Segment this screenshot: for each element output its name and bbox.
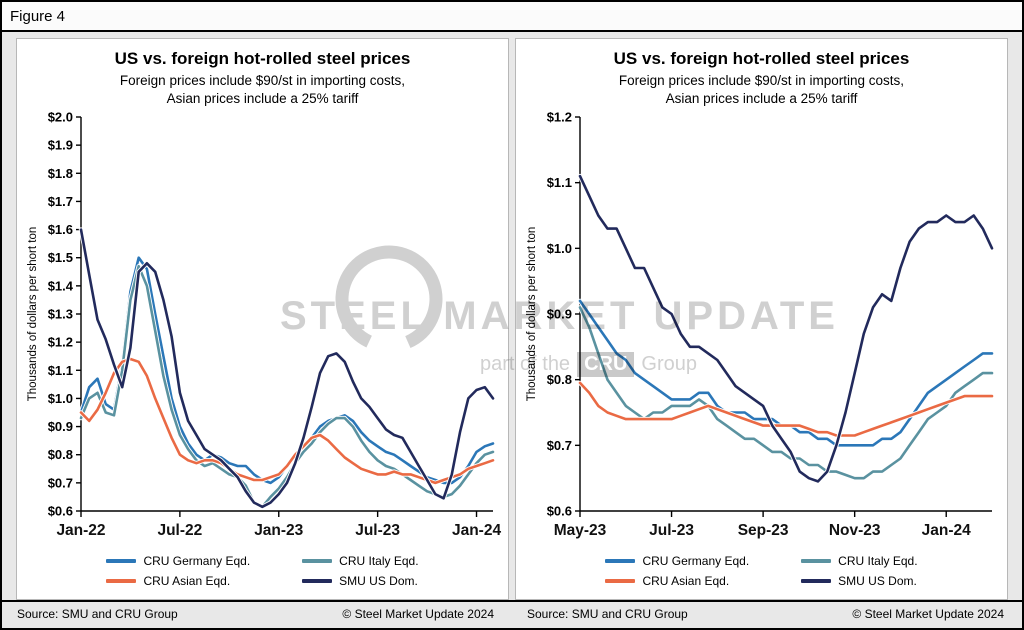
svg-text:Jul-23: Jul-23 — [355, 522, 400, 539]
svg-text:$1.5: $1.5 — [47, 250, 72, 265]
svg-text:$1.6: $1.6 — [47, 222, 72, 237]
legend-line-swatch — [106, 559, 137, 563]
svg-text:$1.0: $1.0 — [47, 391, 72, 406]
chart-legend: CRU Germany Eqd. CRU Italy Eqd. CRU Asian … — [605, 554, 918, 588]
svg-text:$1.0: $1.0 — [546, 241, 571, 256]
svg-text:$1.7: $1.7 — [47, 194, 72, 209]
legend-item-smu-us-dom: SMU US Dom. — [302, 574, 418, 588]
svg-text:Sep-23: Sep-23 — [737, 522, 788, 539]
legend-label: CRU Germany Eqd. — [143, 554, 251, 569]
chart-svg: $0.6 $0.7 $0.8 $0.9 $1.0 $1.1 $1.2 May-23 Jul-23… — [526, 110, 994, 539]
charts-container: US vs. foreign hot-rolled steel prices F… — [2, 32, 1022, 600]
legend-label: CRU Germany Eqd. — [642, 554, 750, 569]
chart-subtitle-line1: Foreign prices include $90/st in importi… — [119, 73, 406, 88]
legend-label: CRU Italy Eqd. — [339, 554, 419, 569]
figure-header: Figure 4 — [2, 2, 1022, 32]
legend-item-cru-italy-eqd: CRU Italy Eqd. — [801, 554, 918, 569]
legend-line-swatch — [605, 579, 636, 583]
svg-text:Jul-23: Jul-23 — [649, 522, 694, 539]
svg-text:$1.1: $1.1 — [47, 363, 72, 378]
svg-text:Jan-23: Jan-23 — [254, 522, 303, 539]
svg-text:Nov-23: Nov-23 — [828, 522, 880, 539]
svg-text:$0.9: $0.9 — [546, 307, 571, 322]
legend-item-cru-italy-eqd: CRU Italy Eqd. — [302, 554, 419, 569]
svg-text:Jan-24: Jan-24 — [451, 522, 500, 539]
chart-subtitle: Foreign prices include $90/st in importi… — [619, 72, 904, 107]
legend-line-swatch — [605, 559, 636, 563]
legend-item-smu-us-dom: SMU US Dom. — [801, 574, 917, 588]
svg-text:$1.2: $1.2 — [47, 335, 72, 350]
legend-label: SMU US Dom. — [838, 574, 917, 589]
chart-subtitle: Foreign prices include $90/st in importi… — [120, 72, 405, 107]
legend-label: SMU US Dom. — [339, 574, 418, 589]
svg-text:$1.9: $1.9 — [47, 138, 72, 153]
legend-line-swatch — [106, 579, 137, 583]
svg-text:$0.6: $0.6 — [47, 504, 72, 519]
chart-subtitle-line1: Foreign prices include $90/st in importi… — [618, 73, 905, 88]
legend-label: CRU Asian Eqd. — [143, 574, 231, 589]
copyright-text: © Steel Market Update 2024 — [342, 607, 494, 621]
svg-text:$0.6: $0.6 — [546, 504, 571, 519]
legend-label: CRU Asian Eqd. — [642, 574, 730, 589]
svg-text:Thousands of dollars per short: Thousands of dollars per short ton — [526, 227, 538, 402]
chart-panel-right: US vs. foreign hot-rolled steel prices F… — [515, 38, 1008, 600]
svg-text:$1.4: $1.4 — [47, 278, 73, 293]
line-chart-right: $0.6 $0.7 $0.8 $0.9 $1.0 $1.1 $1.2 May-23 Jul-23… — [522, 109, 1002, 552]
svg-text:$0.8: $0.8 — [546, 372, 571, 387]
legend-item-cru-asian-eqd: CRU Asian Eqd. — [605, 574, 749, 588]
chart-title: US vs. foreign hot-rolled steel prices — [114, 49, 411, 68]
chart-legend: CRU Germany Eqd. CRU Italy Eqd. CRU Asian … — [106, 554, 419, 588]
svg-text:$0.9: $0.9 — [47, 419, 72, 434]
svg-text:$0.8: $0.8 — [47, 447, 72, 462]
source-text: Source: SMU and CRU Group — [527, 607, 688, 621]
footer-left: Source: SMU and CRU Group © Steel Market… — [2, 602, 512, 628]
svg-text:$0.7: $0.7 — [47, 475, 72, 490]
svg-text:Jul-22: Jul-22 — [157, 522, 202, 539]
svg-text:Jan-24: Jan-24 — [921, 522, 970, 539]
svg-text:May-23: May-23 — [553, 522, 606, 539]
svg-text:$0.7: $0.7 — [546, 438, 571, 453]
footer-row: Source: SMU and CRU Group © Steel Market… — [2, 600, 1022, 628]
copyright-text: © Steel Market Update 2024 — [852, 607, 1004, 621]
footer-right: Source: SMU and CRU Group © Steel Market… — [512, 602, 1022, 628]
source-text: Source: SMU and CRU Group — [17, 607, 178, 621]
chart-subtitle-line2: Asian prices include a 25% tariff — [166, 90, 359, 106]
chart-subtitle-line2: Asian prices include a 25% tariff — [665, 90, 858, 106]
chart-svg: $0.6 $0.7 $0.8 $0.9 $1.0 $1.1 $1.2 $1.3 $1.4 $1.5… — [27, 110, 501, 540]
legend-item-cru-asian-eqd: CRU Asian Eqd. — [106, 574, 250, 588]
svg-text:$1.8: $1.8 — [47, 166, 72, 181]
svg-text:Jan-22: Jan-22 — [56, 522, 105, 539]
legend-line-swatch — [801, 559, 832, 563]
legend-item-cru-germany-eqd: CRU Germany Eqd. — [106, 554, 250, 568]
legend-line-swatch — [302, 559, 333, 563]
line-chart-left: $0.6 $0.7 $0.8 $0.9 $1.0 $1.1 $1.2 $1.3 $1.4 $1.5… — [23, 109, 503, 552]
chart-panel-left: US vs. foreign hot-rolled steel prices F… — [16, 38, 509, 600]
legend-line-swatch — [801, 579, 832, 583]
legend-line-swatch — [302, 579, 333, 583]
legend-label: CRU Italy Eqd. — [838, 554, 918, 569]
svg-text:$1.2: $1.2 — [546, 110, 571, 125]
svg-text:Thousands of dollars per short: Thousands of dollars per short ton — [27, 227, 39, 402]
legend-item-cru-germany-eqd: CRU Germany Eqd. — [605, 554, 749, 568]
svg-text:$1.3: $1.3 — [47, 307, 72, 322]
svg-text:$2.0: $2.0 — [47, 110, 72, 125]
chart-title: US vs. foreign hot-rolled steel prices — [613, 49, 910, 68]
figure-label: Figure 4 — [10, 7, 66, 25]
svg-text:$1.1: $1.1 — [546, 175, 571, 190]
